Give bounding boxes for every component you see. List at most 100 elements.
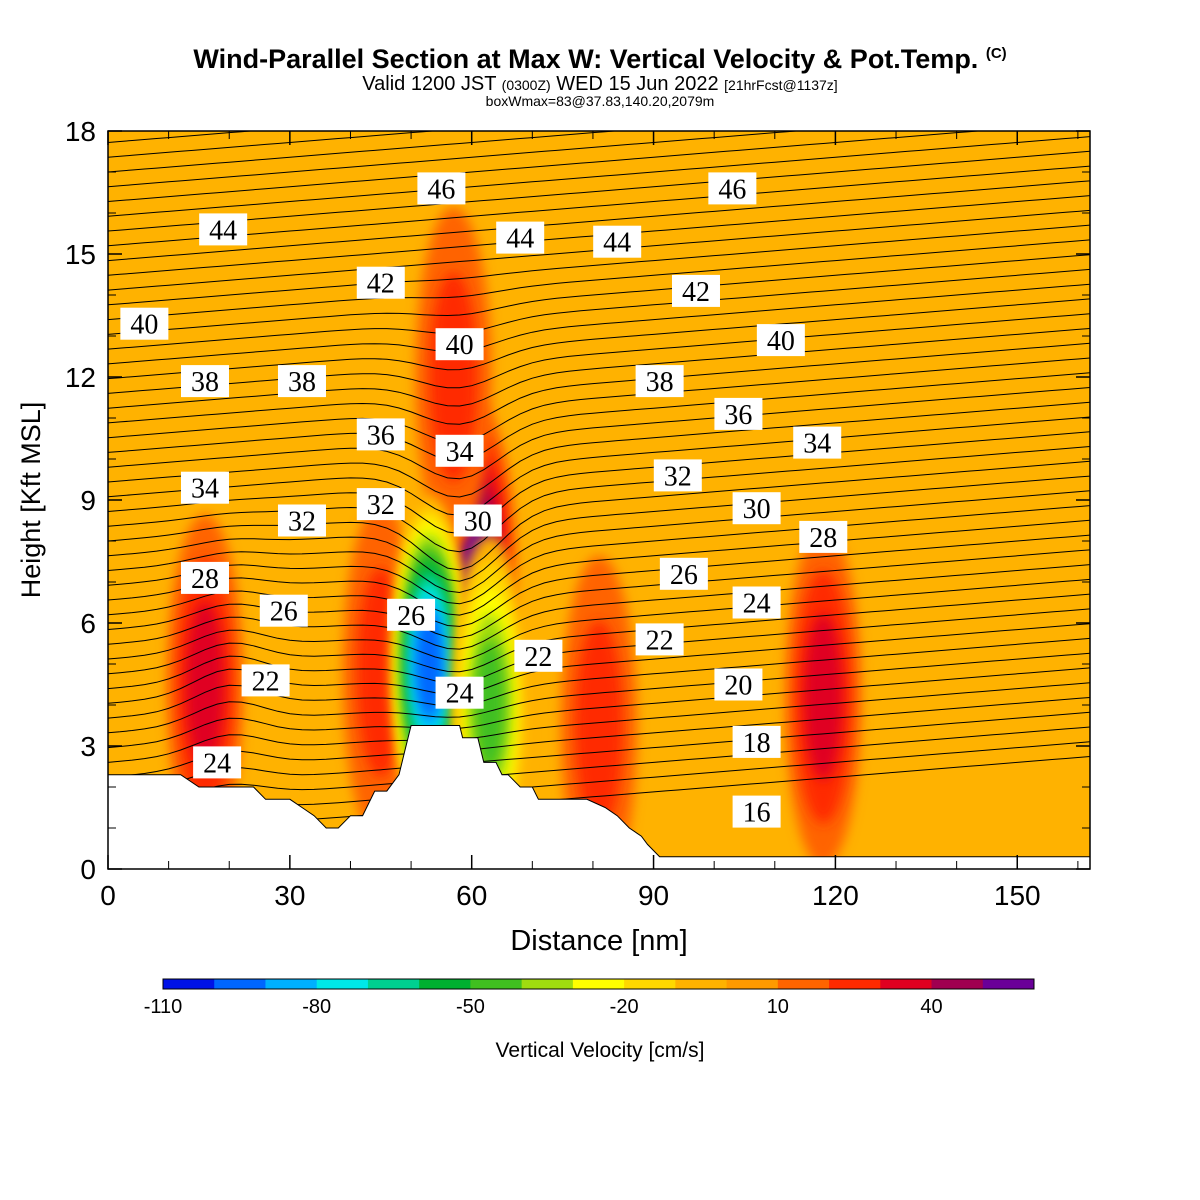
contour-label-text: 26 — [270, 597, 298, 628]
colorbar-tick-label: -110 — [144, 996, 183, 1018]
contour-label: 44 — [199, 213, 248, 246]
contour-label-text: 30 — [464, 507, 492, 538]
downdraft-core-level — [474, 639, 506, 771]
isentrope-line — [108, 136, 1090, 217]
isentrope-line — [108, 268, 1090, 350]
colorbar-swatch — [624, 979, 676, 989]
contour-label-text: 32 — [367, 490, 395, 521]
contour-label-text: 26 — [670, 560, 698, 591]
isentrope-line — [108, 313, 1090, 394]
contour-label: 28 — [180, 561, 229, 595]
colorbar-swatch — [880, 979, 933, 989]
colorbar-tick-label: -50 — [456, 996, 485, 1018]
valid-utc: (0300Z) — [501, 77, 551, 93]
chart-title: Wind-Parallel Section at Max W: Vertical… — [0, 44, 1200, 75]
isentrope-line — [108, 372, 1090, 462]
isentrope-line — [108, 667, 1090, 749]
contour-label-text: 24 — [743, 589, 771, 620]
contour-label: 24 — [435, 676, 484, 710]
updraft-core-level — [803, 613, 843, 781]
box-info: boxWmax=83@37.83,140.20,2079m — [485, 93, 715, 109]
contour-label: 32 — [356, 488, 405, 521]
contour-label: 32 — [653, 459, 702, 492]
contour-label-text: 24 — [203, 748, 231, 779]
contour-label-text: 34 — [191, 474, 219, 505]
colorbar-swatch — [982, 979, 1035, 989]
x-tick-label: 30 — [274, 880, 305, 911]
isentrope-line — [108, 519, 1090, 616]
colorbar-swatch — [214, 979, 266, 989]
contour-label: 26 — [659, 557, 708, 591]
colorbar-swatch — [265, 979, 318, 989]
colorbar-tick-label: -20 — [610, 996, 639, 1018]
isentrope-line — [108, 593, 1090, 675]
contour-label-text: 46 — [718, 174, 746, 205]
contour-label-text: 34 — [446, 437, 474, 468]
isentrope-line — [108, 401, 1090, 498]
colorbar-swatch — [163, 979, 215, 989]
x-tick-label: 120 — [812, 880, 859, 911]
contour-label: 44 — [593, 225, 642, 259]
colorbar-swatch — [726, 979, 779, 989]
contour-label: 46 — [417, 172, 466, 205]
contour-label: 42 — [356, 266, 405, 300]
isentrope-line — [108, 298, 1090, 380]
isentrope-line — [108, 578, 1090, 661]
colorbar: -110 -80 -50 -20 10 40 — [144, 978, 1035, 1018]
contour-label-text: 40 — [767, 326, 795, 357]
y-tick-label: 12 — [65, 362, 96, 393]
contour-label-text: 42 — [367, 269, 395, 300]
isentrope-line — [108, 460, 1090, 571]
isentrope-line — [108, 652, 1090, 734]
contour-label: 36 — [356, 418, 405, 451]
isentrope-line — [108, 180, 1090, 262]
colorbar-swatch — [419, 979, 471, 989]
y-tick-label: 18 — [65, 116, 96, 147]
contour-label-text: 42 — [682, 277, 710, 308]
contour-label-text: 28 — [809, 523, 837, 554]
colorbar-swatch — [470, 979, 523, 989]
contour-label-text: 22 — [252, 666, 280, 697]
contour-label: 22 — [635, 623, 684, 656]
copyright-mark: (C) — [985, 45, 1007, 62]
isentrope-line — [108, 224, 1090, 306]
colorbar-swatch — [367, 979, 420, 989]
contour-label: 30 — [453, 504, 502, 538]
isentrope-line — [108, 283, 1090, 365]
contour-label: 44 — [496, 221, 545, 255]
contour-label: 40 — [756, 324, 805, 357]
x-axis-label: Distance [nm] — [510, 925, 687, 957]
contour-label-text: 16 — [743, 798, 771, 829]
forecast-info: [21hrFcst@1137z] — [724, 77, 838, 93]
isentrope-line — [108, 131, 984, 202]
contour-label: 28 — [799, 520, 848, 554]
contour-label: 34 — [435, 434, 484, 468]
title-main: Wind-Parallel Section at Max W: Vertical… — [193, 44, 979, 74]
contour-label: 26 — [259, 594, 308, 628]
colorbar-swatch — [829, 979, 881, 989]
isentrope-line — [108, 131, 802, 188]
contour-label: 34 — [793, 426, 842, 460]
isentrope-line — [108, 416, 1090, 516]
isentrope-line — [108, 431, 1090, 535]
isentrope-line — [108, 357, 1090, 443]
contour-label: 24 — [193, 746, 242, 779]
valid-prefix: Valid 1200 JST — [362, 73, 497, 95]
isentrope-line — [108, 150, 1090, 232]
updraft-core-level — [185, 601, 225, 768]
contour-label: 36 — [714, 397, 763, 431]
updraft-core-level — [575, 620, 623, 831]
x-tick-label: 150 — [994, 880, 1041, 911]
contour-label-text: 28 — [191, 564, 219, 595]
contour-label: 26 — [387, 598, 436, 632]
colorbar-swatch — [521, 979, 574, 989]
contour-label-text: 22 — [524, 642, 552, 673]
contour-label-text: 44 — [603, 228, 631, 259]
contour-label-text: 20 — [724, 671, 752, 702]
isentrope-line — [108, 328, 1090, 409]
contour-label-text: 24 — [446, 679, 474, 710]
contour-labels: 46 46 44 44 44 42 42 40 40 40 38 38 38 36 36 34 34 34 32 32… — [120, 172, 848, 829]
isentrope-line — [108, 131, 438, 158]
